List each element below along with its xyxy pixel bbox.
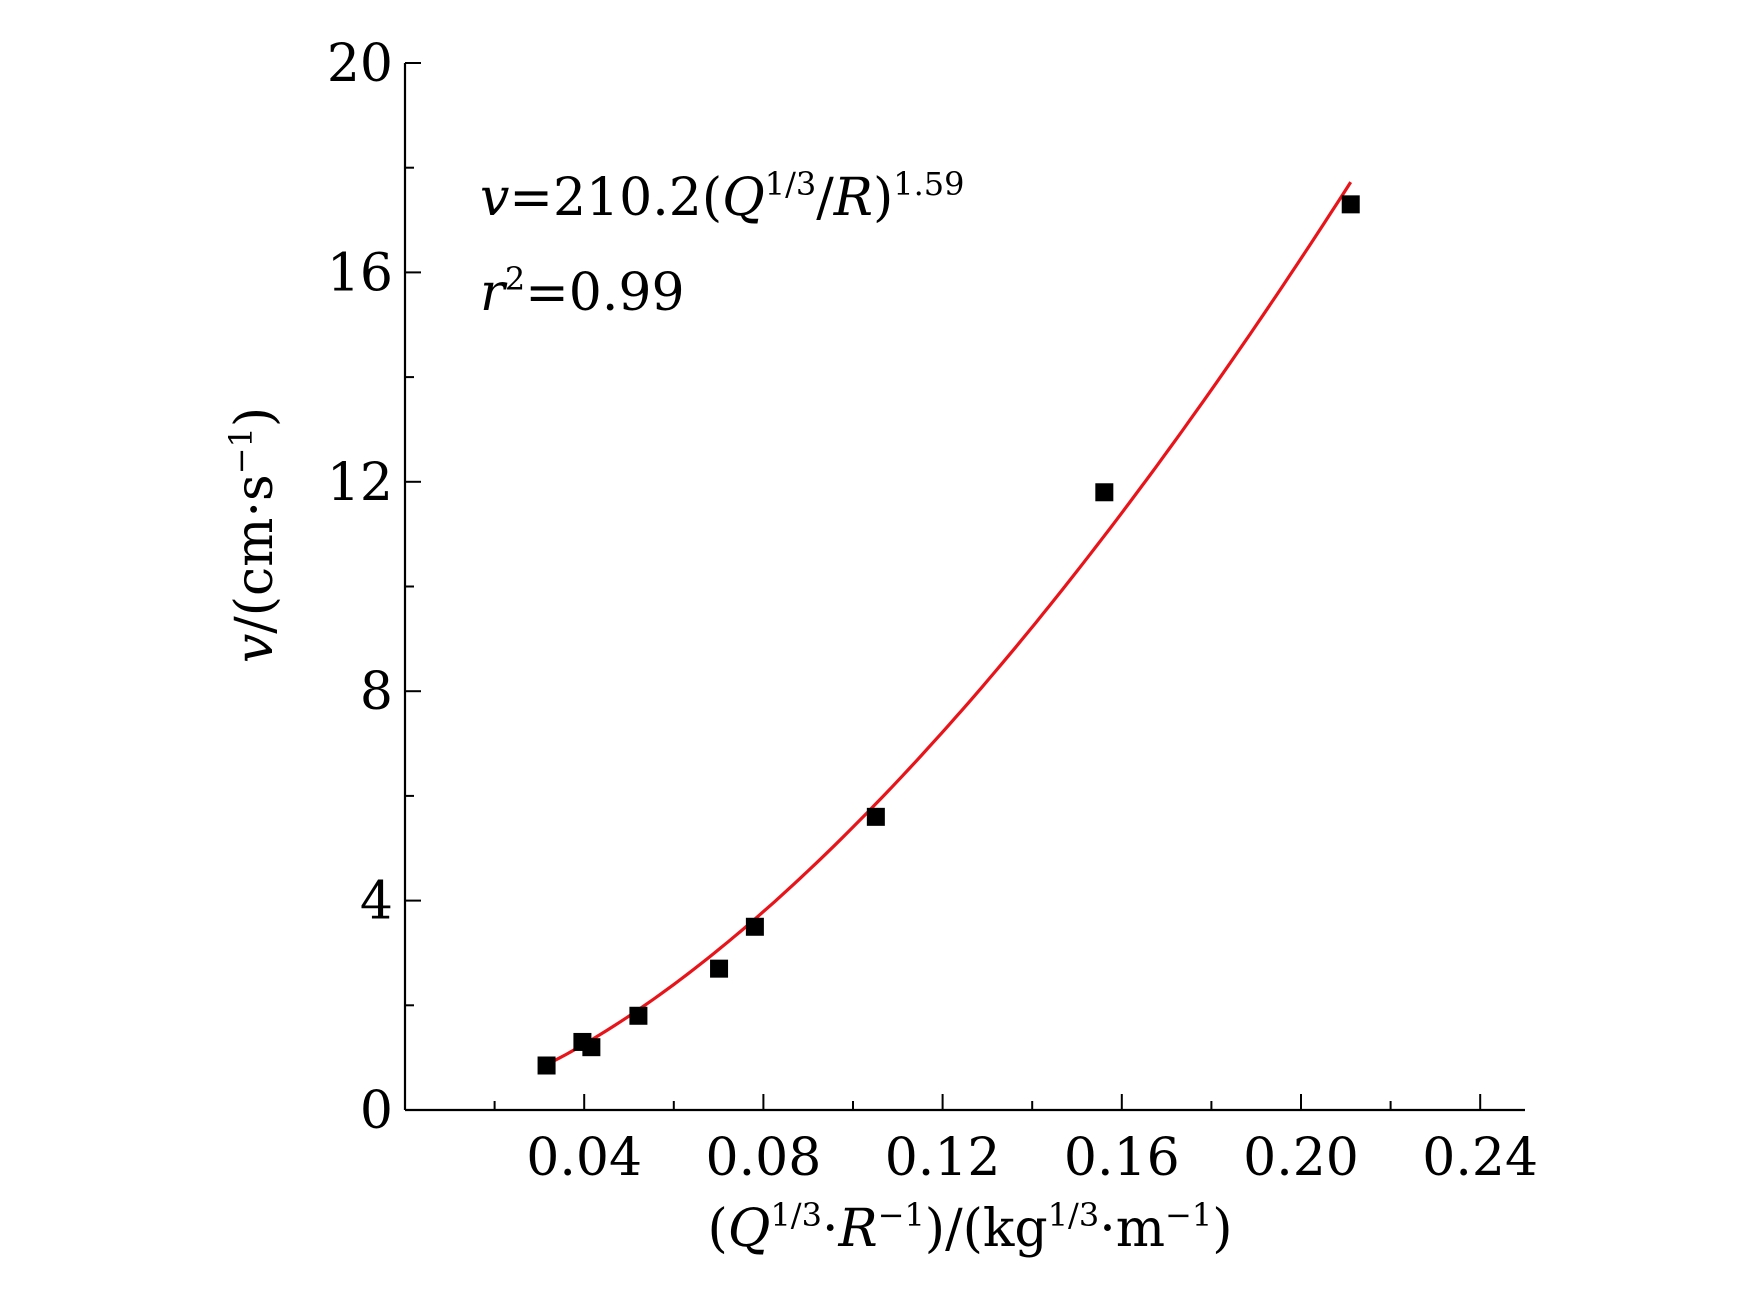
data-point [866, 807, 885, 826]
data-point [582, 1038, 601, 1057]
x-tick-label: 0.08 [706, 1128, 822, 1188]
y-tick-label: 12 [327, 453, 393, 513]
axes-group: 0.04 0.08 0.12 0.16 0.20 0.24 0 4 8 12 16 20 [327, 34, 1538, 1188]
xlabel-kg-exp: 1/3 [1048, 1196, 1100, 1234]
equation-close-paren: ) [873, 168, 893, 228]
r-squared: r2=0.99 [480, 260, 685, 323]
xlabel-open: ( [708, 1199, 728, 1259]
fit-curve [545, 181, 1353, 1067]
ylabel-v: v [225, 634, 285, 663]
xlabel-q: Q [728, 1199, 771, 1259]
ylabel-s-exp: −1 [222, 427, 260, 474]
r-squared-value: =0.99 [525, 263, 684, 323]
x-tick-label: 0.20 [1243, 1128, 1359, 1188]
equation-slash: / [816, 168, 834, 228]
xlabel-r-exp: −1 [878, 1196, 925, 1234]
y-tick-label: 16 [327, 243, 393, 303]
r-squared-r: r [480, 263, 508, 323]
equation-r: R [833, 168, 873, 228]
equation-v: v [480, 168, 509, 228]
data-point [1341, 195, 1360, 214]
ylabel-close: ) [225, 407, 285, 427]
equation-q: Q [722, 168, 765, 228]
data-point [745, 917, 764, 936]
x-tick-label: 0.16 [1064, 1128, 1180, 1188]
data-point [537, 1056, 556, 1075]
xlabel-dot: · [822, 1199, 839, 1259]
scatter-points [537, 195, 1360, 1075]
data-point [710, 959, 729, 978]
fit-equation: v=210.2(Q1/3/R)1.59 [480, 165, 965, 228]
x-tick-label: 0.24 [1422, 1128, 1538, 1188]
xlabel-r: R [837, 1199, 877, 1259]
y-tick-label: 8 [360, 662, 393, 722]
data-point [629, 1006, 648, 1025]
equation-coefficient: =210.2( [509, 168, 722, 228]
xlabel-m: ·m [1099, 1199, 1165, 1259]
r-squared-exponent: 2 [505, 260, 525, 298]
fit-curve-group [545, 181, 1353, 1067]
y-tick-label: 4 [360, 872, 393, 932]
x-tick-label: 0.04 [526, 1128, 642, 1188]
x-tick-label: 0.12 [885, 1128, 1001, 1188]
y-tick-label: 0 [360, 1081, 393, 1141]
xlabel-unit: )/(kg [925, 1199, 1048, 1259]
xlabel-m-exp: −1 [1165, 1196, 1212, 1234]
y-axis-title: v/(cm·s−1) [222, 407, 285, 663]
xlabel-close: ) [1212, 1199, 1232, 1259]
equation-q-exponent: 1/3 [765, 165, 817, 203]
ylabel-unit: /(cm·s [225, 474, 285, 633]
equation-exponent: 1.59 [893, 165, 964, 203]
data-point [1095, 483, 1114, 502]
xlabel-q-exp: 1/3 [770, 1196, 822, 1234]
x-axis-title: (Q1/3·R−1)/(kg1/3·m−1) [708, 1196, 1233, 1259]
y-tick-label: 20 [327, 34, 393, 94]
